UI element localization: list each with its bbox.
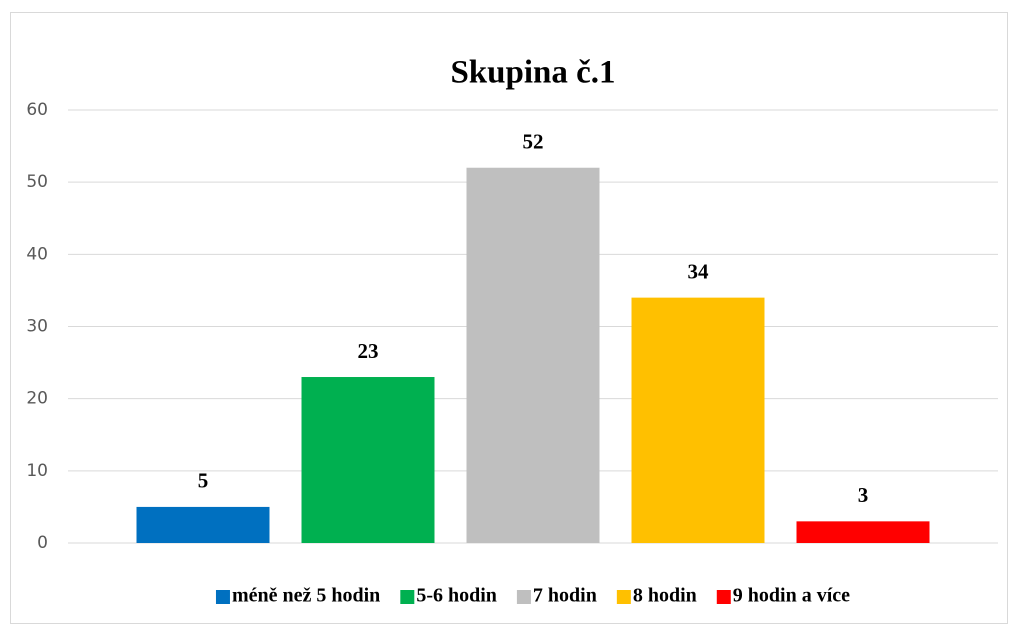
legend-swatch: [616, 590, 631, 604]
legend-swatch: [215, 590, 230, 604]
bar: [136, 506, 270, 543]
bar: [631, 297, 765, 543]
legend-swatch: [516, 590, 531, 604]
legend-swatch: [716, 590, 731, 604]
y-tick-label: 60: [26, 100, 48, 120]
data-label: 34: [688, 259, 710, 283]
y-tick-label: 0: [37, 533, 48, 553]
data-label: 52: [523, 130, 544, 154]
y-tick-label: 10: [26, 461, 48, 481]
legend-label: 9 hodin a více: [733, 585, 850, 607]
bar: [796, 521, 930, 543]
legend-label: méně než 5 hodin: [232, 585, 380, 607]
y-tick-label: 50: [26, 172, 48, 192]
y-tick-label: 40: [26, 244, 48, 264]
legend-label: 8 hodin: [633, 585, 697, 607]
y-tick-label: 30: [26, 317, 48, 337]
legend-label: 5-6 hodin: [416, 585, 497, 607]
chart-title: Skupina č.1: [450, 55, 615, 91]
legend-swatch: [400, 590, 415, 604]
data-label: 5: [198, 469, 209, 493]
data-label: 3: [858, 483, 869, 507]
y-tick-label: 20: [26, 389, 48, 409]
legend-label: 7 hodin: [533, 585, 597, 607]
bar: [466, 167, 600, 543]
bar: [301, 377, 435, 543]
data-label: 23: [358, 339, 379, 363]
